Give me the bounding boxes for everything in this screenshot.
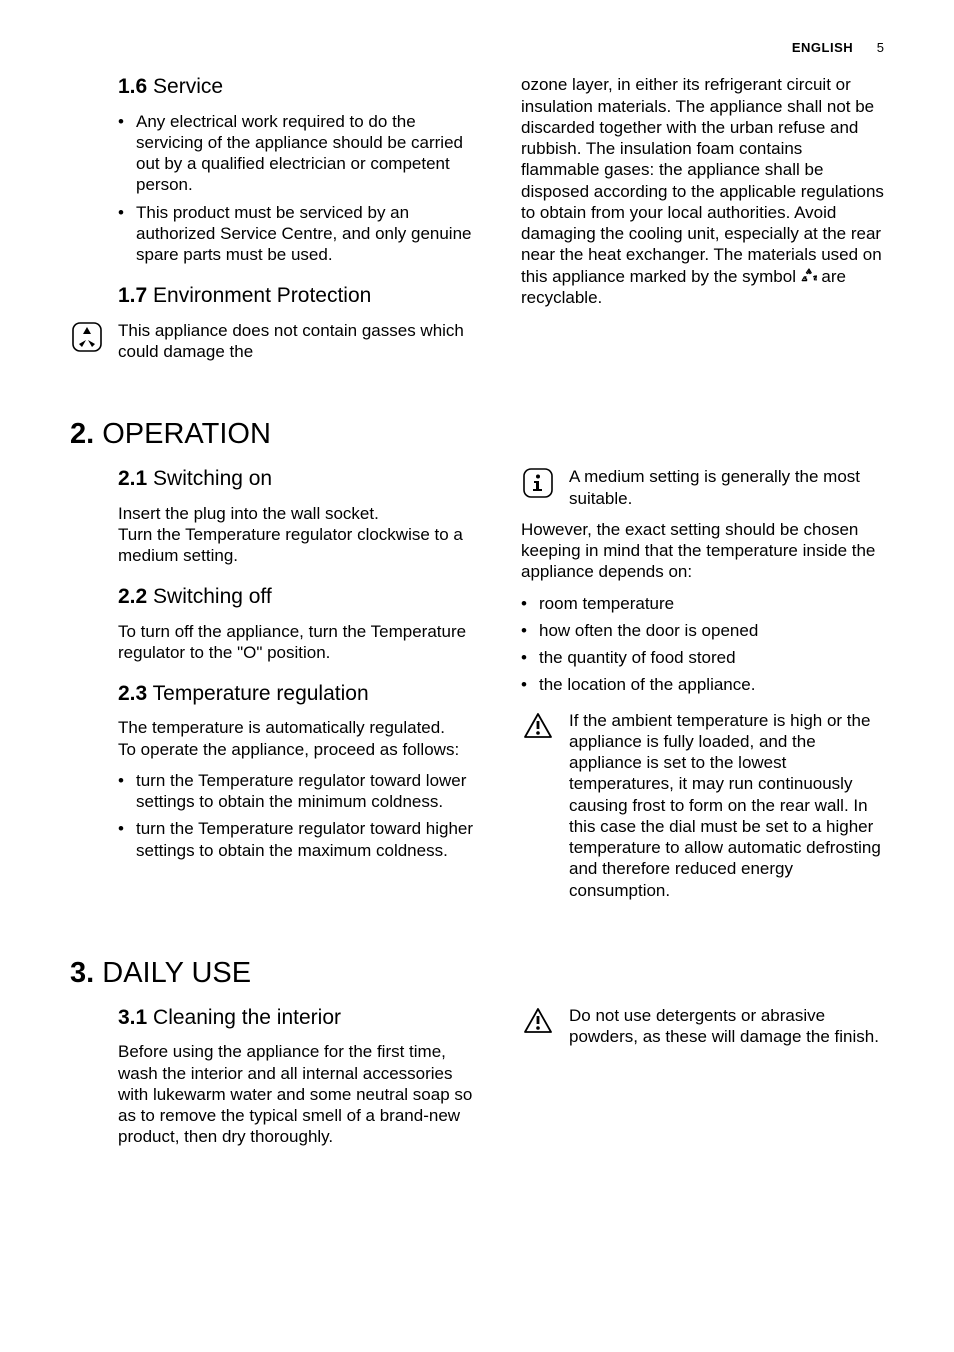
list-item: the quantity of food stored bbox=[521, 647, 884, 668]
section-2-right: A medium setting is generally the most s… bbox=[521, 466, 884, 911]
list-item: the location of the appliance. bbox=[521, 674, 884, 695]
warning-icon bbox=[521, 710, 555, 740]
info-note: A medium setting is generally the most s… bbox=[521, 466, 884, 509]
page-header: ENGLISH 5 bbox=[70, 40, 884, 56]
recycle-inline-icon bbox=[801, 267, 817, 286]
depends-intro: However, the exact setting should be cho… bbox=[521, 519, 884, 583]
heading-2-2: 2.2 Switching off bbox=[118, 584, 481, 610]
warning-icon bbox=[521, 1005, 555, 1035]
heading-2-3: 2.3 Temperature regulation bbox=[118, 681, 481, 707]
info-icon bbox=[521, 466, 555, 498]
section-1-right: ozone layer, in either its refrigerant c… bbox=[521, 74, 884, 372]
switching-off-p: To turn off the appliance, turn the Temp… bbox=[118, 621, 481, 664]
list-item: room temperature bbox=[521, 593, 884, 614]
temp-reg-p2: To operate the appliance, proceed as fol… bbox=[118, 739, 481, 760]
list-item: This product must be serviced by an auth… bbox=[118, 202, 481, 266]
info-note-text: A medium setting is generally the most s… bbox=[569, 466, 884, 509]
heading-2-1: 2.1 Switching on bbox=[118, 466, 481, 492]
list-item: turn the Temperature regulator toward hi… bbox=[118, 818, 481, 861]
warning-note-text: If the ambient temperature is high or th… bbox=[569, 710, 884, 901]
switching-on-p1: Insert the plug into the wall socket. bbox=[118, 503, 481, 524]
cleaning-warning-note: Do not use detergents or abrasive powder… bbox=[521, 1005, 884, 1048]
header-language: ENGLISH bbox=[792, 40, 853, 55]
section-3-columns: 3.1 Cleaning the interior Before using t… bbox=[70, 1005, 884, 1158]
list-item: turn the Temperature regulator toward lo… bbox=[118, 770, 481, 813]
header-page-number: 5 bbox=[877, 40, 884, 55]
depends-list: room temperature how often the door is o… bbox=[521, 593, 884, 696]
list-item: Any electrical work required to do the s… bbox=[118, 111, 481, 196]
section-3-right: Do not use detergents or abrasive powder… bbox=[521, 1005, 884, 1158]
switching-on-p2: Turn the Temperature regulator clockwise… bbox=[118, 524, 481, 567]
environment-note: This appliance does not contain gasses w… bbox=[70, 320, 481, 363]
cleaning-interior-p: Before using the appliance for the first… bbox=[118, 1041, 481, 1147]
list-item: how often the door is opened bbox=[521, 620, 884, 641]
section-2-left: 2.1 Switching on Insert the plug into th… bbox=[70, 466, 481, 911]
heading-3: 3. DAILY USE bbox=[70, 955, 884, 991]
environment-note-continued: ozone layer, in either its refrigerant c… bbox=[521, 74, 884, 308]
temp-reg-list: turn the Temperature regulator toward lo… bbox=[118, 770, 481, 861]
heading-2: 2. OPERATION bbox=[70, 416, 884, 452]
environment-note-text: This appliance does not contain gasses w… bbox=[118, 320, 481, 363]
cleaning-warning-text: Do not use detergents or abrasive powder… bbox=[569, 1005, 884, 1048]
heading-1-6: 1.6 Service bbox=[118, 74, 481, 100]
temp-reg-p1: The temperature is automatically regulat… bbox=[118, 717, 481, 738]
service-list: Any electrical work required to do the s… bbox=[118, 111, 481, 266]
heading-1-7: 1.7 Environment Protection bbox=[118, 283, 481, 309]
section-1-columns: 1.6 Service Any electrical work required… bbox=[70, 74, 884, 372]
heading-3-1: 3.1 Cleaning the interior bbox=[118, 1005, 481, 1031]
recycle-icon bbox=[70, 320, 104, 352]
warning-note: If the ambient temperature is high or th… bbox=[521, 710, 884, 901]
section-3-left: 3.1 Cleaning the interior Before using t… bbox=[70, 1005, 481, 1158]
section-1-left: 1.6 Service Any electrical work required… bbox=[70, 74, 481, 372]
section-2-columns: 2.1 Switching on Insert the plug into th… bbox=[70, 466, 884, 911]
